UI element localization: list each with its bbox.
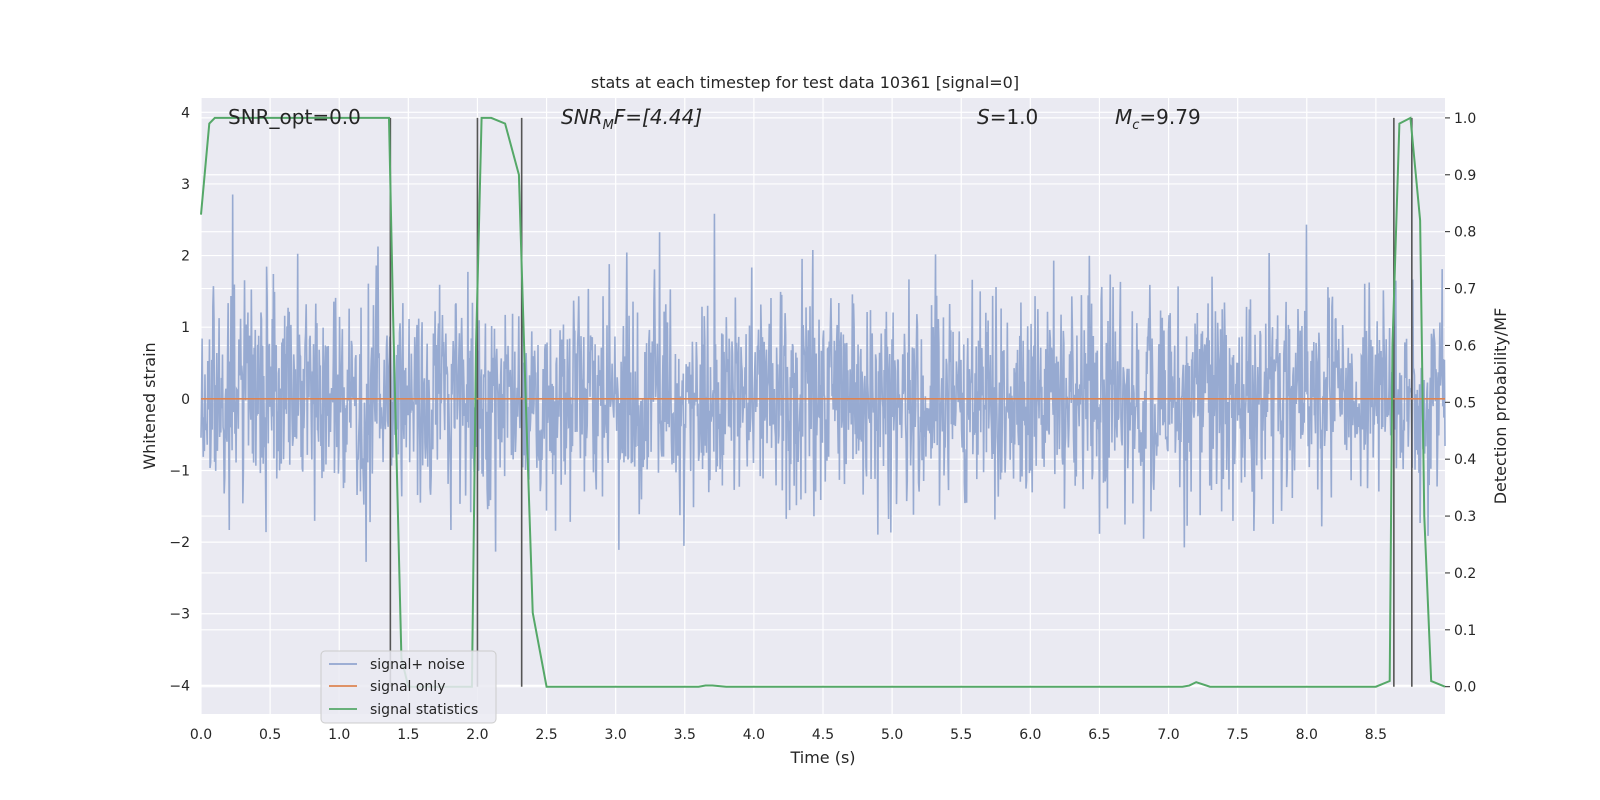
y-right-tick-label: 0.3 [1454,509,1476,525]
y-right-tick-label: 0.6 [1454,338,1476,354]
legend-label-signal-noise: signal+ noise [370,657,465,673]
x-axis-label: Time (s) [789,748,855,767]
y-right-tick-label: 0.5 [1454,395,1476,411]
x-tick-label: 0.0 [190,727,212,743]
y-axis-label: Whitened strain [140,342,159,469]
y-tick-label: −1 [169,463,190,479]
x-tick-label: 6.0 [1019,727,1041,743]
x-tick-label: 2.5 [535,727,557,743]
y-right-tick-label: 0.7 [1454,282,1476,298]
legend-label-signal-only: signal only [370,679,445,695]
y-tick-label: 3 [181,177,190,193]
x-tick-label: 5.5 [950,727,972,743]
y-tick-label: 2 [181,249,190,265]
y-tick-label: −3 [169,607,190,623]
annotation-snr-mf-b: F=[4.44] [614,105,702,129]
annotation-s-a: S [977,105,990,129]
x-axis-ticks: 0.0 0.5 1.0 1.5 2.0 2.5 3.0 3.5 4.0 4.5 5.0 5.5 6.0 6… [190,727,1387,743]
annotation-mc-a: M [1115,105,1132,129]
annotation-s-b: =1.0 [990,105,1039,129]
annotation-mc-b: =9.79 [1139,105,1200,129]
chart-title: stats at each timestep for test data 103… [591,73,1019,92]
y-tick-label: 1 [181,320,190,336]
annotation-s: S=1.0 [977,105,1038,129]
x-tick-label: 1.0 [328,727,350,743]
x-tick-label: 6.5 [1088,727,1110,743]
y-tick-label: 4 [181,105,190,121]
y-right-tick-label: 0.0 [1454,680,1476,696]
y-axis-ticks: 4 3 2 1 0 −1 −2 −3 −4 [169,105,190,694]
series-signal-statistics [200,116,1446,688]
x-tick-label: 7.0 [1157,727,1179,743]
y-tick-label: −2 [169,535,190,551]
y-right-tick-label: 1.0 [1454,111,1476,127]
annotation-snr-mf: SNRMF=[4.44] [561,105,702,133]
x-tick-label: 1.5 [397,727,419,743]
y-right-tick-label: 0.8 [1454,225,1476,241]
legend-box [320,650,497,724]
x-tick-label: 4.0 [743,727,765,743]
x-tick-label: 7.5 [1227,727,1249,743]
annotation-snr-opt: SNR_opt=0.0 [228,105,361,129]
x-tick-label: 3.0 [605,727,627,743]
x-tick-label: 2.0 [466,727,488,743]
x-tick-label: 8.0 [1296,727,1318,743]
y-right-tick-label: 0.9 [1454,168,1476,184]
annotation-snr-mf-a: SNR [561,105,603,129]
y-right-tick-label: 0.4 [1454,452,1476,468]
y-axis-right-ticks: 1.0 0.9 0.8 0.7 0.6 0.5 0.4 0.3 0.2 0.1 0.0 [1445,111,1476,696]
y-tick-label: 0 [181,392,190,408]
annotation-mc-sub: c [1132,118,1139,133]
annotation-snr-mf-sub: M [603,118,614,133]
legend: signal+ noise signal only signal statist… [320,650,497,724]
x-tick-label: 4.5 [812,727,834,743]
legend-label-signal-statistics: signal statistics [370,702,478,718]
y-right-tick-label: 0.1 [1454,623,1476,639]
x-tick-label: 3.5 [674,727,696,743]
y-axis-right-label: Detection probability/MF [1491,308,1510,505]
y-right-tick-label: 0.2 [1454,566,1476,582]
signal-statistics-line [200,116,1446,688]
x-tick-label: 0.5 [259,727,281,743]
y-tick-label: −4 [169,678,190,694]
x-tick-label: 8.5 [1365,727,1387,743]
annotation-mc: Mc=9.79 [1115,105,1201,133]
x-tick-label: 5.0 [881,727,903,743]
